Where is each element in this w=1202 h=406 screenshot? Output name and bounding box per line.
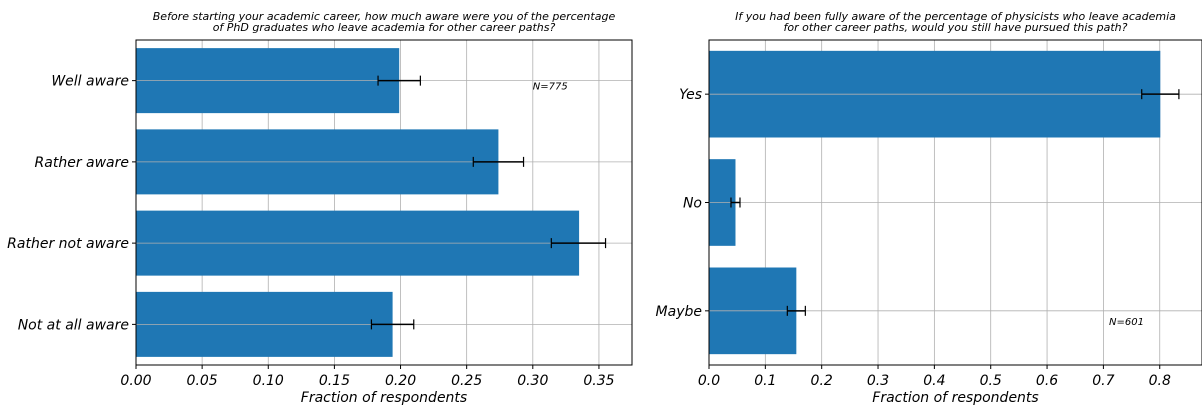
chart2-title-line-1: If you had been fully aware of the perce… <box>735 10 1176 23</box>
chart1-xtick-label-7: 0.35 <box>583 373 614 389</box>
chart2-xtick-label-5: 0.5 <box>980 373 1002 389</box>
chart1-title-line-2: of PhD graduates who leave academia for … <box>213 21 556 34</box>
chart1-xlabel: Fraction of respondents <box>301 390 467 406</box>
chart1-ytick-label-2: Rather not aware <box>7 236 129 252</box>
chart1-xtick-label-1: 0.05 <box>187 373 218 389</box>
chart1-annotation: N=775 <box>533 82 568 93</box>
chart2-xtick-label-6: 0.6 <box>1036 373 1058 389</box>
chart1-ytick-label-0: Well aware <box>51 74 129 90</box>
chart2-xtick-label-8: 0.8 <box>1149 373 1171 389</box>
chart2-xtick-label-2: 0.2 <box>811 373 833 389</box>
chart1-axes-frame <box>135 39 633 366</box>
chart1-xtick-label-5: 0.25 <box>451 373 482 389</box>
chart2-xlabel: Fraction of respondents <box>872 390 1038 406</box>
chart1-title-line-1: Before starting your academic career, ho… <box>153 10 616 23</box>
chart1-xtick-label-0: 0.00 <box>120 373 151 389</box>
chart1-xtick-label-2: 0.10 <box>253 373 284 389</box>
chart2-title-line-2: for other career paths, would you still … <box>784 21 1128 34</box>
chart2-ytick-label-0: Yes <box>679 87 702 103</box>
chart2-xtick-label-7: 0.7 <box>1092 373 1114 389</box>
chart2-ytick-label-2: Maybe <box>656 304 702 320</box>
chart1-xtick-label-4: 0.20 <box>385 373 416 389</box>
chart2-xtick-label-4: 0.4 <box>923 373 945 389</box>
chart1-ytick-label-1: Rather aware <box>35 155 129 171</box>
chart1-ytick-label-3: Not at all aware <box>18 317 129 333</box>
chart2-xtick-label-1: 0.1 <box>754 373 776 389</box>
chart2-xtick-label-0: 0.0 <box>698 373 720 389</box>
chart1-xtick-label-3: 0.15 <box>319 373 350 389</box>
chart1-xtick-label-6: 0.30 <box>517 373 548 389</box>
chart2-annotation: N=601 <box>1109 317 1144 328</box>
chart2-xtick-label-3: 0.3 <box>867 373 889 389</box>
chart2-ytick-label-1: No <box>683 196 702 212</box>
